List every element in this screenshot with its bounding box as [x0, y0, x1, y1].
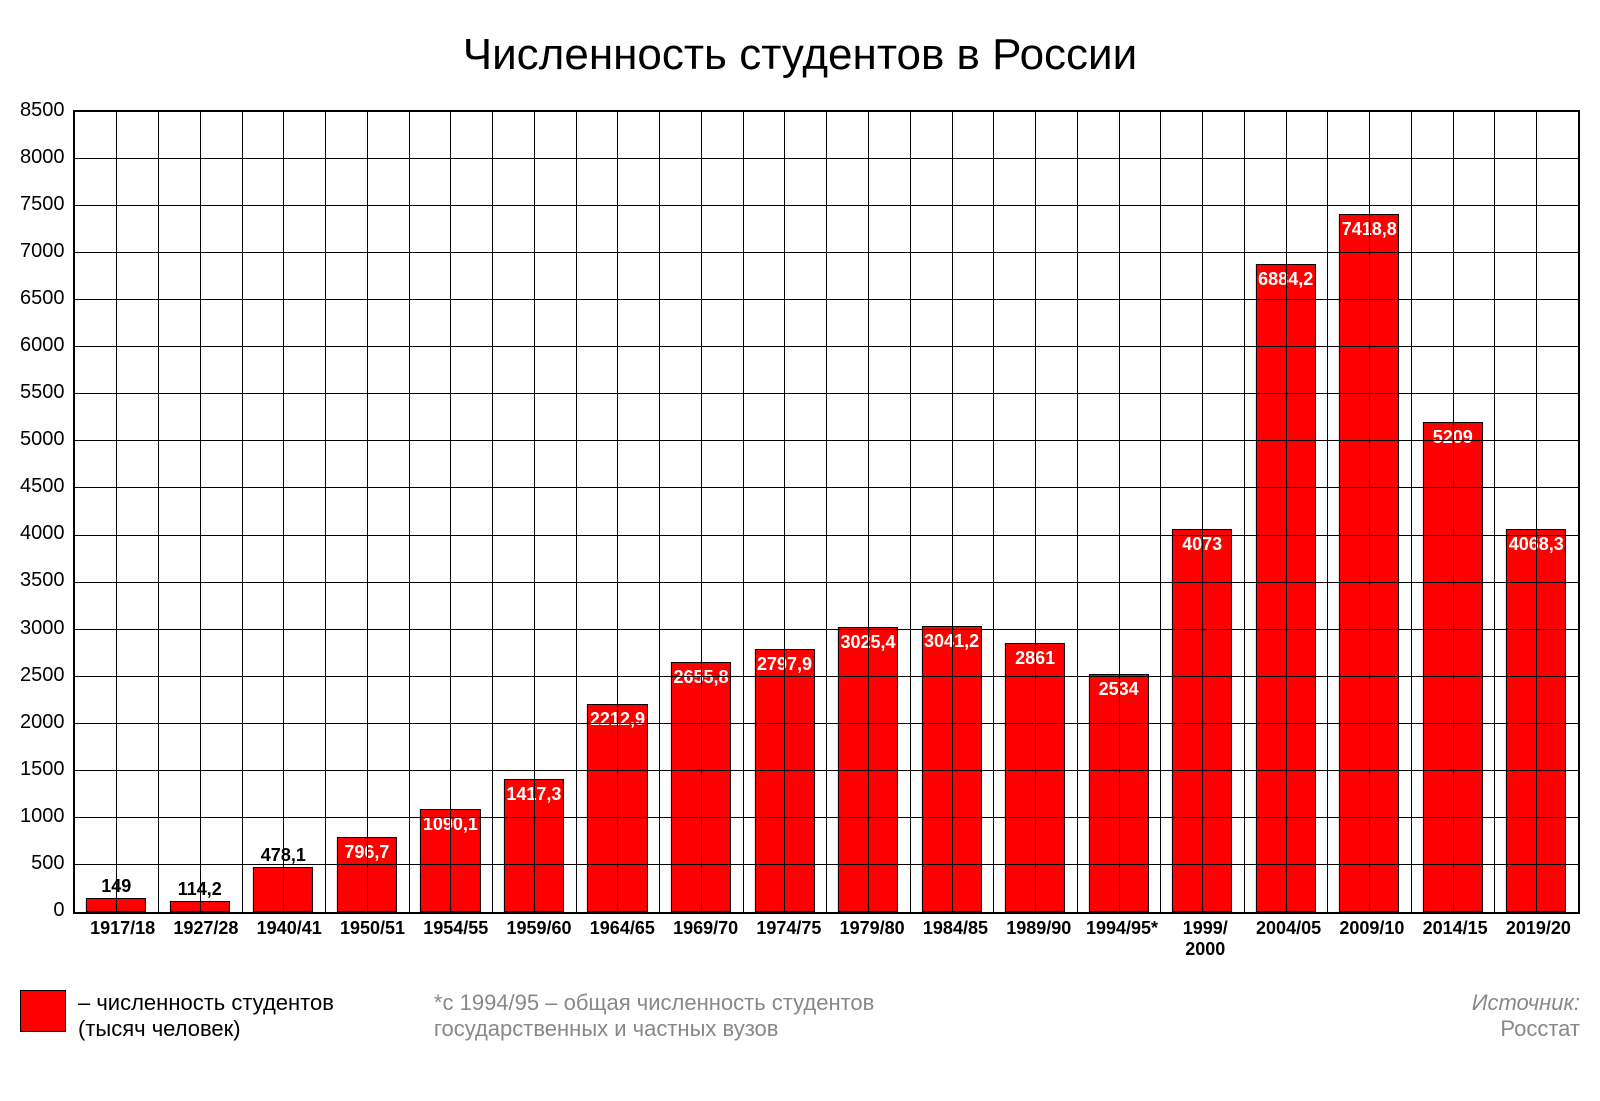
gridline-vertical: [116, 112, 117, 912]
x-tick-label: 1979/80: [831, 914, 914, 960]
gridline-vertical: [993, 112, 994, 912]
gridline-vertical: [200, 112, 201, 912]
gridline-vertical: [1327, 112, 1328, 912]
gridline-vertical: [826, 112, 827, 912]
gridline-vertical: [1119, 112, 1120, 912]
x-tick-label: 2019/20: [1497, 914, 1580, 960]
gridline-vertical: [1244, 112, 1245, 912]
gridline-vertical: [1453, 112, 1454, 912]
x-tick-label: 1940/41: [248, 914, 331, 960]
gridline-vertical: [617, 112, 618, 912]
x-tick-label: 1994/95*: [1080, 914, 1163, 960]
gridline-vertical: [743, 112, 744, 912]
gridline-vertical: [952, 112, 953, 912]
gridline-vertical: [1369, 112, 1370, 912]
gridline-vertical: [450, 112, 451, 912]
x-axis: 1917/181927/281940/411950/511954/551959/…: [81, 914, 1580, 960]
x-tick-label: 1999/2000: [1164, 914, 1247, 960]
gridline-vertical: [1494, 112, 1495, 912]
source-label: Источник:: [1472, 990, 1580, 1015]
gridline-vertical: [1035, 112, 1036, 912]
source-name: Росстат: [1472, 1016, 1580, 1042]
x-tick-label: 1959/60: [497, 914, 580, 960]
x-tick-label: 1917/18: [81, 914, 164, 960]
legend-line1: – численность студентов: [78, 990, 334, 1016]
student-count-chart: Численность студентов в России 850080007…: [20, 30, 1580, 1042]
footnote-line1: *с 1994/95 – общая численность студентов: [434, 990, 1432, 1016]
legend-text: – численность студентов (тысяч человек): [78, 990, 334, 1042]
x-tick-label: 1984/85: [914, 914, 997, 960]
y-axis: 8500800075007000650060005500500045004000…: [20, 110, 73, 910]
gridline-vertical: [367, 112, 368, 912]
gridline-vertical: [659, 112, 660, 912]
gridline-vertical: [1077, 112, 1078, 912]
chart-footer: – численность студентов (тысяч человек) …: [20, 990, 1580, 1042]
gridline-vertical: [1160, 112, 1161, 912]
x-tick-label: 1969/70: [664, 914, 747, 960]
gridline-vertical: [701, 112, 702, 912]
x-tick-label: 1964/65: [581, 914, 664, 960]
x-tick-label: 1989/90: [997, 914, 1080, 960]
footnote-line2: государственных и частных вузов: [434, 1016, 1432, 1042]
gridline-vertical: [325, 112, 326, 912]
gridline-vertical: [242, 112, 243, 912]
gridline-vertical: [1286, 112, 1287, 912]
gridline-vertical: [1536, 112, 1537, 912]
x-tick-label: 2009/10: [1330, 914, 1413, 960]
x-tick-label: 1927/28: [164, 914, 247, 960]
gridline-vertical: [1202, 112, 1203, 912]
x-tick-label: 1974/75: [747, 914, 830, 960]
chart-title: Численность студентов в России: [20, 30, 1580, 80]
gridline-vertical: [784, 112, 785, 912]
gridline-vertical: [283, 112, 284, 912]
footnote: *с 1994/95 – общая численность студентов…: [434, 990, 1432, 1042]
source: Источник: Росстат: [1472, 990, 1580, 1042]
gridline-vertical: [1411, 112, 1412, 912]
x-tick-label: 2004/05: [1247, 914, 1330, 960]
x-tick-label: 1954/55: [414, 914, 497, 960]
gridline-vertical: [868, 112, 869, 912]
gridline-vertical: [492, 112, 493, 912]
x-tick-label: 2014/15: [1414, 914, 1497, 960]
legend: – численность студентов (тысяч человек): [20, 990, 334, 1042]
plot-row: 8500800075007000650060005500500045004000…: [20, 110, 1580, 914]
plot-area: 149114,2478,1796,71090,11417,32212,92655…: [73, 110, 1581, 914]
legend-line2: (тысяч человек): [78, 1016, 334, 1042]
gridline-vertical: [409, 112, 410, 912]
x-tick-label: 1950/51: [331, 914, 414, 960]
legend-swatch: [20, 990, 66, 1032]
gridline-vertical: [534, 112, 535, 912]
gridline-vertical: [910, 112, 911, 912]
gridline-vertical: [576, 112, 577, 912]
gridline-vertical: [158, 112, 159, 912]
